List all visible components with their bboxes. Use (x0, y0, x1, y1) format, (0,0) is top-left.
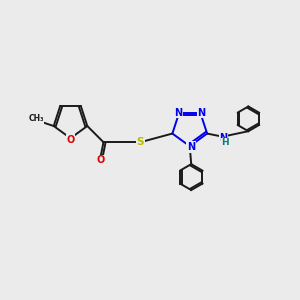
Text: O: O (96, 155, 105, 166)
Text: O: O (66, 135, 75, 145)
Text: N: N (197, 108, 206, 118)
Text: S: S (136, 137, 144, 147)
Text: N: N (187, 142, 195, 152)
Text: H: H (222, 139, 229, 148)
Text: N: N (174, 108, 182, 118)
Text: CH₃: CH₃ (28, 114, 44, 123)
Text: N: N (219, 133, 227, 143)
